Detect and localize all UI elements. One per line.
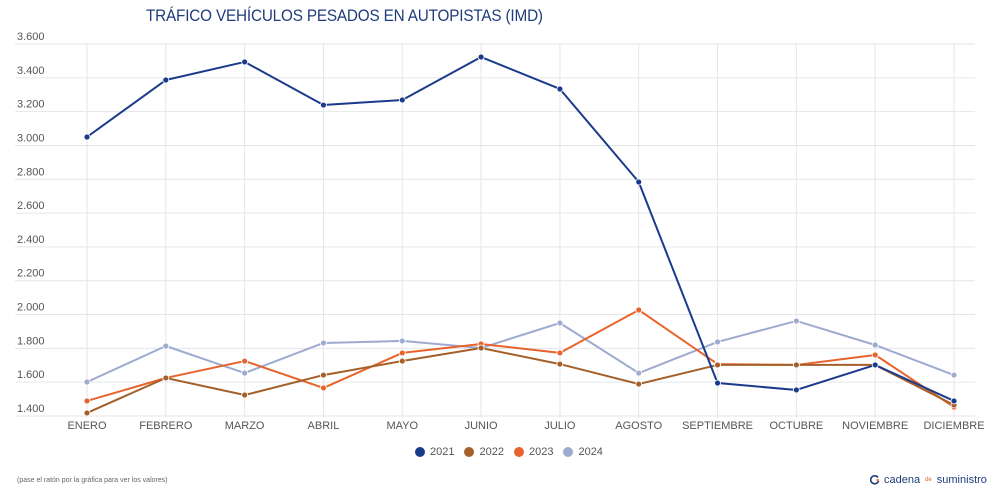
- data-point-2022[interactable]: [477, 344, 485, 352]
- legend-marker-icon: [513, 447, 524, 457]
- data-point-2022[interactable]: [792, 361, 800, 369]
- grid-lines: [15, 43, 975, 418]
- y-tick-label: 2.400: [17, 234, 45, 246]
- data-point-2023[interactable]: [556, 349, 564, 357]
- data-point-2024[interactable]: [162, 342, 170, 350]
- x-axis: ENERO FEBRERO MARZO ABRIL MAYO JUNIO JULIO AGOS…: [67, 420, 984, 432]
- x-tick-label: NOVIEMBRE: [842, 420, 908, 432]
- y-tick-label: 1.800: [17, 335, 45, 347]
- x-tick-label: JUNIO: [465, 420, 498, 432]
- legend-item-2023[interactable]: 2023: [513, 446, 554, 458]
- x-tick-label: AGOSTO: [615, 420, 662, 432]
- data-point-2021[interactable]: [241, 58, 249, 66]
- x-tick-label: FEBRERO: [139, 420, 193, 432]
- line-chart[interactable]: 3.600 3.400 3.200 3.000 2.800 2.600 2.400 2.200…: [0, 0, 1000, 440]
- data-point-2024[interactable]: [792, 317, 800, 325]
- data-point-2024[interactable]: [556, 319, 564, 327]
- brand-name-part2: de: [925, 477, 932, 483]
- legend: 2021 2022 2023 2024: [415, 446, 603, 458]
- x-tick-label: MARZO: [225, 420, 265, 432]
- legend-label: 2024: [578, 446, 603, 458]
- data-point-2023[interactable]: [320, 384, 327, 392]
- series-line-2024: [86, 319, 955, 383]
- data-point-2022[interactable]: [83, 409, 91, 417]
- data-point-2024[interactable]: [398, 337, 406, 345]
- legend-item-2021[interactable]: 2021: [415, 446, 454, 458]
- y-axis: 3.600 3.400 3.200 3.000 2.800 2.600 2.400 2.200…: [17, 31, 45, 415]
- x-tick-label: ENERO: [67, 420, 107, 432]
- data-point-2021[interactable]: [162, 76, 170, 84]
- data-point-2021[interactable]: [556, 85, 564, 93]
- data-point-2022[interactable]: [556, 360, 564, 368]
- data-point-2024[interactable]: [871, 341, 879, 349]
- series-points: [83, 53, 958, 417]
- legend-label: 2021: [430, 446, 455, 458]
- legend-item-2022[interactable]: 2022: [464, 446, 504, 458]
- data-point-2022[interactable]: [714, 361, 721, 369]
- data-point-2024[interactable]: [635, 369, 643, 377]
- y-tick-label: 2.200: [17, 268, 45, 280]
- data-point-2024[interactable]: [241, 369, 249, 377]
- data-point-2021[interactable]: [320, 101, 327, 109]
- data-point-2022[interactable]: [162, 374, 170, 382]
- data-point-2021[interactable]: [635, 178, 643, 186]
- data-point-2023[interactable]: [83, 397, 91, 405]
- x-tick-label: JULIO: [544, 420, 576, 432]
- brand-icon: [870, 475, 880, 485]
- legend-marker-icon: [563, 447, 574, 457]
- y-tick-label: 2.800: [17, 166, 45, 178]
- series-line-2023: [86, 308, 955, 408]
- brand-name-part1: cadena: [884, 474, 921, 486]
- data-point-2021[interactable]: [950, 397, 958, 405]
- y-tick-label: 3.600: [17, 31, 45, 43]
- data-point-2021[interactable]: [714, 379, 721, 387]
- legend-marker-icon: [464, 447, 475, 457]
- y-tick-label: 3.400: [17, 65, 45, 77]
- data-point-2023[interactable]: [398, 349, 406, 357]
- y-tick-label: 1.600: [17, 369, 45, 381]
- data-point-2021[interactable]: [477, 53, 485, 61]
- x-tick-label: MAYO: [386, 420, 418, 432]
- y-tick-label: 2.600: [17, 200, 45, 212]
- series-line-2021: [86, 56, 955, 402]
- y-tick-label: 2.000: [17, 302, 45, 314]
- data-point-2024[interactable]: [83, 378, 91, 386]
- x-tick-label: OCTUBRE: [769, 420, 823, 432]
- series-line-2022: [86, 347, 955, 414]
- y-tick-label: 3.200: [17, 99, 45, 111]
- chart-title: TRÁFICO VEHÍCULOS PESADOS EN AUTOPISTAS …: [146, 6, 543, 25]
- data-point-2022[interactable]: [320, 371, 327, 379]
- data-point-2023[interactable]: [871, 351, 879, 359]
- data-point-2022[interactable]: [241, 391, 249, 399]
- series-lines: [86, 56, 955, 414]
- data-point-2021[interactable]: [83, 133, 91, 141]
- legend-label: 2022: [479, 446, 504, 458]
- x-tick-label: ABRIL: [308, 420, 340, 432]
- x-tick-label: SEPTIEMBRE: [682, 420, 753, 432]
- y-tick-label: 3.000: [17, 132, 45, 144]
- data-point-2023[interactable]: [635, 306, 643, 314]
- data-point-2024[interactable]: [714, 338, 721, 346]
- data-point-2023[interactable]: [241, 357, 249, 365]
- brand-name-part3: suministro: [936, 474, 987, 486]
- legend-item-2024[interactable]: 2024: [563, 446, 603, 458]
- data-point-2021[interactable]: [398, 96, 406, 104]
- data-point-2022[interactable]: [635, 380, 643, 388]
- legend-marker-icon: [415, 447, 425, 457]
- data-point-2024[interactable]: [950, 371, 958, 379]
- x-tick-label: DICIEMBRE: [923, 420, 984, 432]
- data-point-2022[interactable]: [398, 357, 406, 365]
- data-point-2021[interactable]: [871, 361, 879, 369]
- y-tick-label: 1.400: [17, 403, 45, 415]
- brand-logo: cadena de suministro: [870, 474, 987, 486]
- hover-hint: (pase el ratón por la gráfica para ver l…: [17, 477, 168, 484]
- data-point-2024[interactable]: [320, 339, 327, 347]
- legend-label: 2023: [528, 446, 554, 458]
- data-point-2021[interactable]: [792, 386, 800, 394]
